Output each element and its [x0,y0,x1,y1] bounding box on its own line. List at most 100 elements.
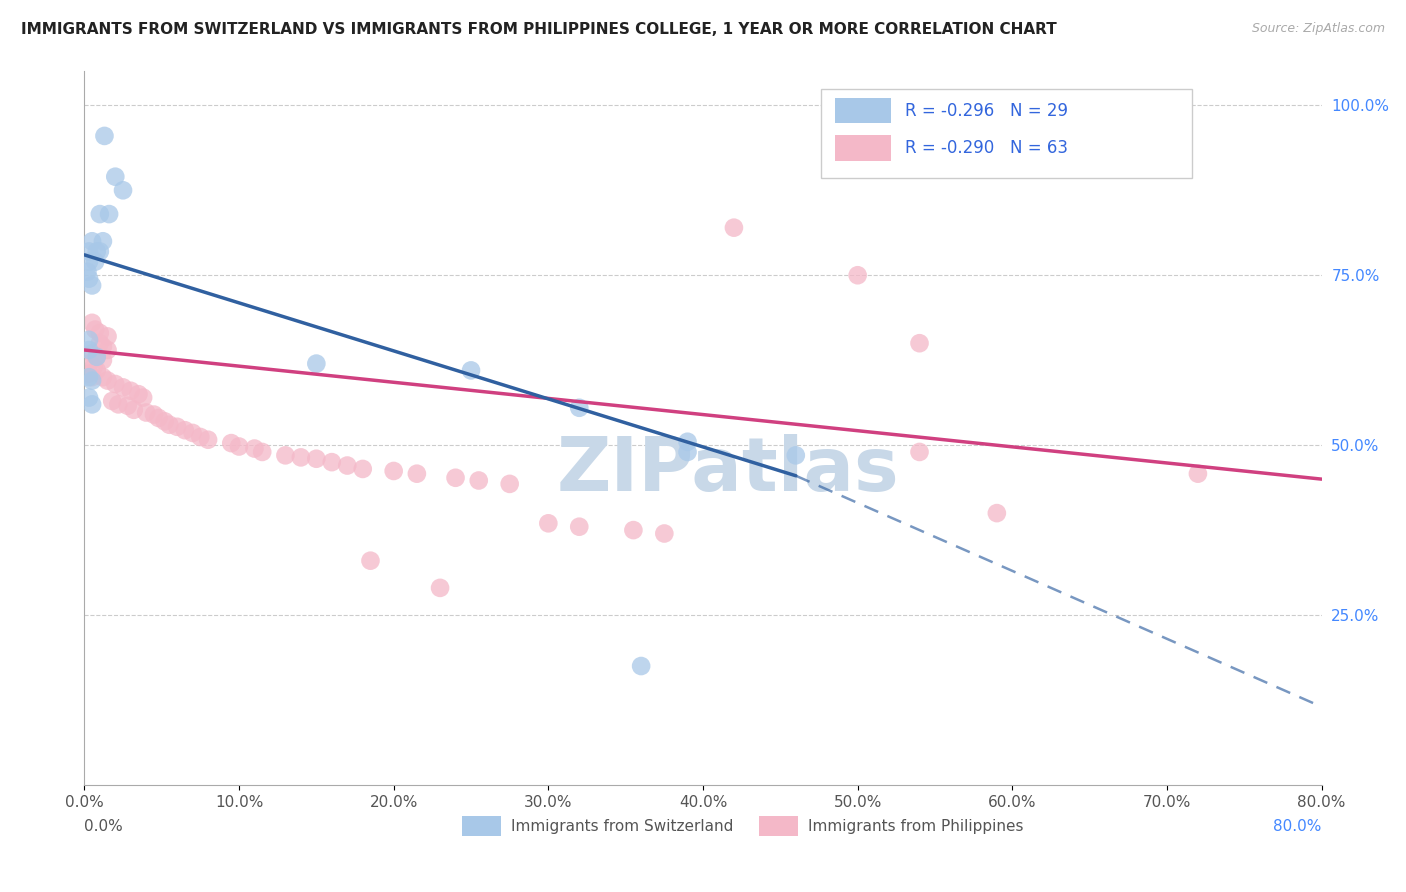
Point [846,268,869,283]
Point [112,183,135,197]
Text: 80.0%: 80.0% [1274,819,1322,834]
Point [908,336,931,351]
Point [336,458,359,473]
Point [77,333,100,347]
Point [107,397,129,411]
Point [82,374,104,388]
Point [91,353,114,368]
FancyBboxPatch shape [759,816,799,837]
Point [82,316,104,330]
Point [82,370,104,384]
Point [228,440,250,454]
Point [96,374,118,388]
Point [274,448,297,462]
Point [101,394,124,409]
Point [112,380,135,394]
FancyBboxPatch shape [835,98,891,123]
Point [621,523,644,537]
Point [82,346,104,360]
Point [104,169,127,184]
FancyBboxPatch shape [835,135,891,161]
Point [89,207,111,221]
Point [91,340,114,354]
Point [166,419,188,434]
Point [104,376,127,391]
FancyBboxPatch shape [461,816,502,837]
Point [197,433,219,447]
Point [91,234,114,248]
FancyBboxPatch shape [821,89,1192,178]
Point [77,254,100,268]
Text: R = -0.290   N = 63: R = -0.290 N = 63 [904,139,1067,157]
Text: Immigrants from Switzerland: Immigrants from Switzerland [512,819,734,834]
Point [181,425,204,440]
Point [83,359,105,374]
Point [86,350,108,364]
Point [568,401,591,415]
Point [148,411,170,425]
Point [122,402,145,417]
Point [429,581,451,595]
Point [132,391,155,405]
Point [188,430,211,444]
Point [405,467,427,481]
Point [84,323,107,337]
Point [135,405,157,419]
Point [250,445,273,459]
Point [174,423,197,437]
Text: ZIPatlas: ZIPatlas [557,434,898,508]
Point [467,474,491,488]
Point [444,471,467,485]
Point [908,445,931,459]
Point [77,343,100,357]
Point [537,516,560,531]
Point [986,506,1008,520]
Point [86,350,108,364]
Point [652,526,675,541]
Point [77,367,100,381]
Point [305,357,328,371]
Point [91,370,114,384]
Point [82,397,104,411]
Point [723,220,745,235]
Point [77,391,100,405]
Point [82,278,104,293]
Text: IMMIGRANTS FROM SWITZERLAND VS IMMIGRANTS FROM PHILIPPINES COLLEGE, 1 YEAR OR MO: IMMIGRANTS FROM SWITZERLAND VS IMMIGRANT… [21,22,1057,37]
Text: Immigrants from Philippines: Immigrants from Philippines [808,819,1024,834]
Point [676,434,699,449]
Point [89,244,111,259]
Point [1187,467,1209,481]
Point [382,464,405,478]
Point [96,329,118,343]
Point [98,207,121,221]
Text: 0.0%: 0.0% [84,819,124,834]
Point [77,370,100,384]
Point [321,455,343,469]
Point [159,417,180,432]
Point [84,254,107,268]
Point [352,462,374,476]
Point [460,363,482,377]
Point [86,244,108,259]
Point [243,442,266,456]
Point [77,244,100,259]
Point [93,128,115,143]
Point [120,384,142,398]
Point [305,451,328,466]
Point [676,445,699,459]
Point [89,336,111,351]
Point [117,399,139,413]
Point [568,519,591,533]
Point [499,476,522,491]
Text: Source: ZipAtlas.com: Source: ZipAtlas.com [1251,22,1385,36]
Point [785,448,807,462]
Point [77,271,100,285]
Text: R = -0.296   N = 29: R = -0.296 N = 29 [904,102,1067,120]
Point [89,326,111,340]
Point [630,659,652,673]
Point [77,357,100,371]
Point [127,387,149,401]
Point [86,363,108,377]
Point [219,436,242,450]
Point [96,343,118,357]
